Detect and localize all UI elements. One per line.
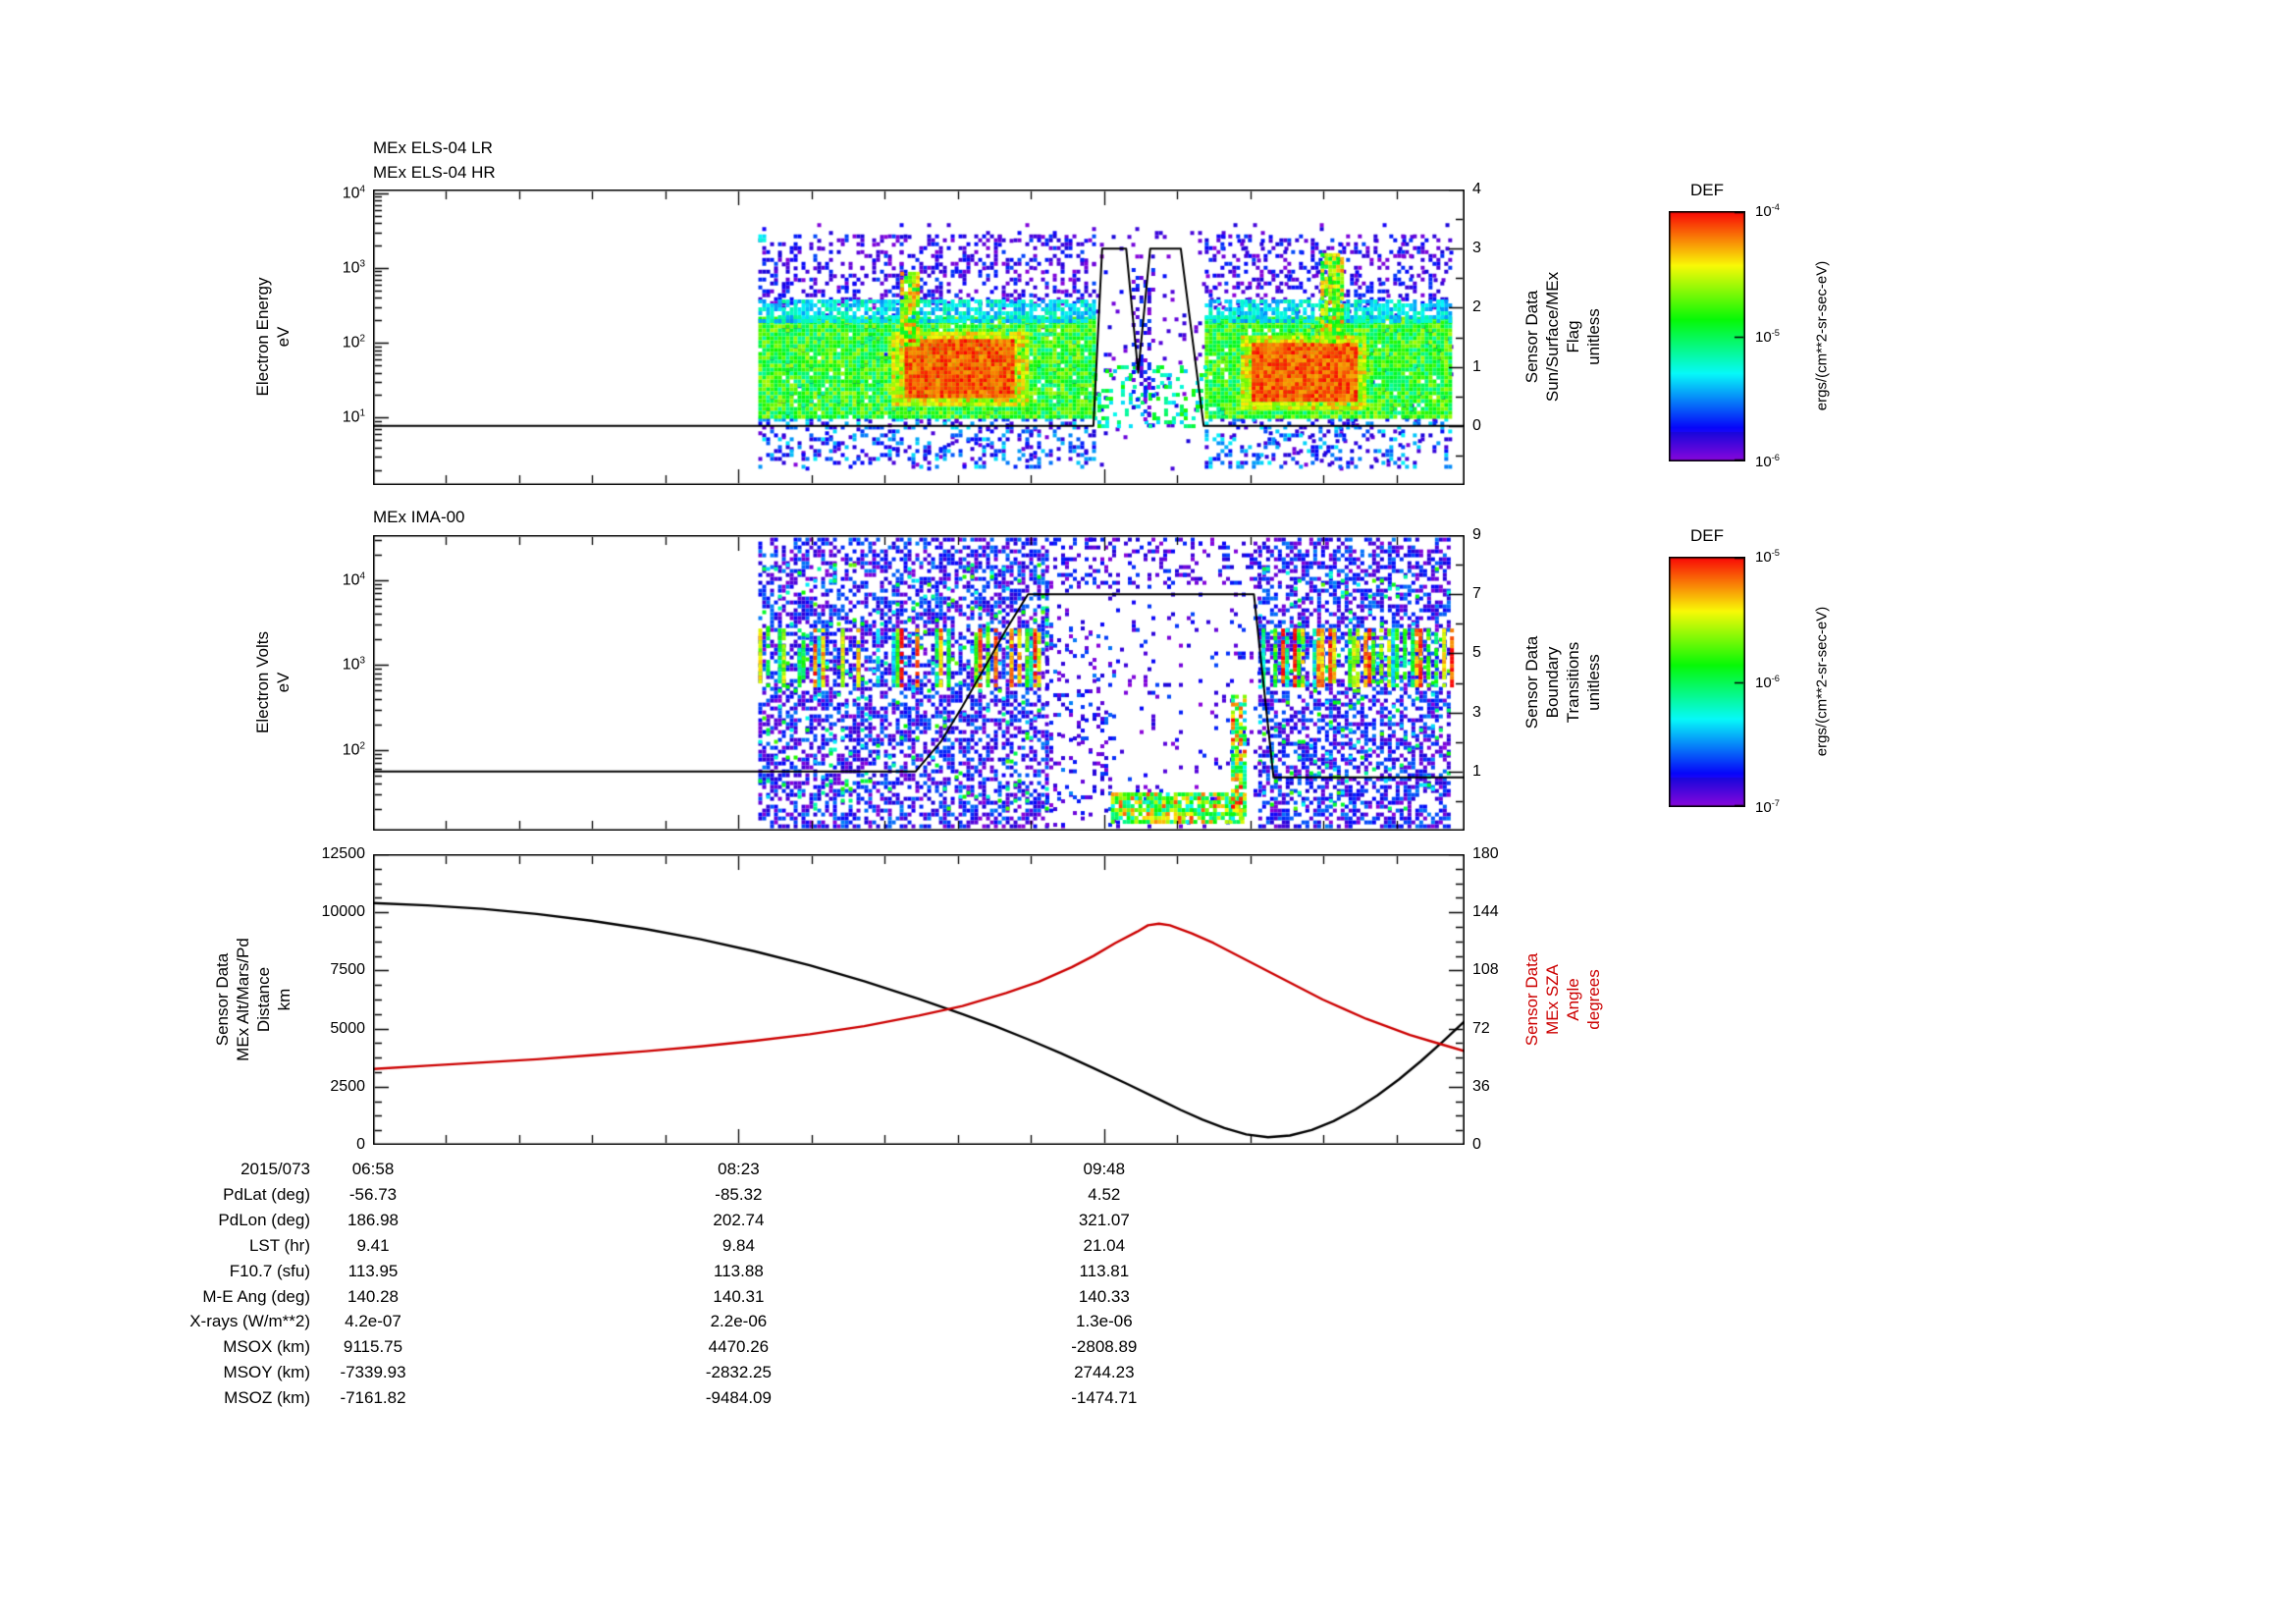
panel3-right-axis-label: Sensor Data MEx SZA Angle degrees xyxy=(1522,952,1603,1047)
y-tick-label: 102 xyxy=(342,740,365,759)
right-axis-tick-label: 1 xyxy=(1472,357,1481,375)
table-value: 2.2e-06 xyxy=(710,1312,768,1331)
table-value: 06:58 xyxy=(351,1160,395,1178)
colorbar-tick-label: 10-6 xyxy=(1755,453,1780,470)
y-tick-label: 101 xyxy=(342,407,365,427)
table-value: 09:48 xyxy=(1083,1160,1126,1178)
y-tick-label: 2500 xyxy=(330,1077,365,1095)
colorbar2-title: DEF xyxy=(1690,526,1724,545)
table-value: 08:23 xyxy=(718,1160,760,1178)
table-value: 4470.26 xyxy=(708,1337,770,1357)
right-axis-tick-label: 0 xyxy=(1472,1136,1481,1153)
right-axis-tick-label: 5 xyxy=(1472,644,1481,662)
table-value: -7161.82 xyxy=(340,1388,406,1408)
y-tick-label: 10000 xyxy=(321,903,366,921)
y-tick-label: 0 xyxy=(356,1136,365,1153)
els-spectrogram-panel xyxy=(373,189,1465,485)
y-tick-label: 12500 xyxy=(321,845,366,862)
panel2-y-axis-label: Electron Volts eV xyxy=(253,631,293,733)
panel1-y-axis-label: Electron Energy eV xyxy=(253,277,293,397)
right-axis-tick-label: 4 xyxy=(1472,181,1481,197)
right-axis-tick-label: 3 xyxy=(1472,703,1481,721)
colorbar-tick-label: 10-4 xyxy=(1755,202,1780,220)
right-axis-tick-label: 36 xyxy=(1472,1077,1490,1095)
table-value: 321.07 xyxy=(1078,1210,1130,1229)
panel2-right-axis-label: Sensor Data Boundary Transitions unitles… xyxy=(1522,635,1603,730)
table-row-label: PdLat (deg) xyxy=(223,1184,310,1204)
panel1-title-line1: MEx ELS-04 LR xyxy=(373,138,493,157)
table-row-label: F10.7 (sfu) xyxy=(229,1261,310,1280)
table-value: 4.52 xyxy=(1088,1184,1121,1204)
table-value: 202.74 xyxy=(713,1210,765,1229)
table-value: -2808.89 xyxy=(1071,1337,1138,1357)
right-axis-tick-label: 7 xyxy=(1472,585,1481,603)
table-value: 113.81 xyxy=(1079,1261,1130,1280)
table-row-label: MSOZ (km) xyxy=(224,1388,310,1408)
table-value: 113.88 xyxy=(714,1261,764,1280)
table-row-label: MSOY (km) xyxy=(223,1363,310,1382)
table-value: 113.95 xyxy=(347,1261,399,1280)
y-tick-label: 103 xyxy=(342,258,365,277)
colorbar-tick-label: 10-7 xyxy=(1755,798,1780,816)
colorbar-tick-label: 10-5 xyxy=(1755,327,1780,346)
right-axis-tick-label: 72 xyxy=(1472,1019,1490,1037)
y-tick-label: 102 xyxy=(342,333,365,352)
panel1-right-axis-label: Sensor Data Sun/Surface/MEx Flag unitles… xyxy=(1522,271,1603,403)
table-row-label: PdLon (deg) xyxy=(218,1210,310,1229)
table-value: 4.2e-07 xyxy=(345,1312,401,1331)
table-value: 2744.23 xyxy=(1074,1363,1135,1382)
ima-colorbar xyxy=(1669,557,1745,807)
colorbar-tick-label: 10-6 xyxy=(1755,673,1780,691)
y-tick-label: 104 xyxy=(342,184,365,202)
table-value: 21.04 xyxy=(1083,1235,1126,1255)
table-value: 9115.75 xyxy=(343,1337,403,1357)
right-axis-tick-label: 108 xyxy=(1472,961,1499,979)
y-tick-label: 104 xyxy=(342,570,365,589)
table-row-label: LST (hr) xyxy=(248,1235,310,1255)
table-row-label: 2015/073 xyxy=(240,1160,310,1178)
y-tick-label: 7500 xyxy=(330,961,365,979)
colorbar1-units-label: ergs/(cm**2-sr-sec-eV) xyxy=(1813,260,1831,411)
table-value: -9484.09 xyxy=(705,1388,772,1408)
y-tick-label: 103 xyxy=(342,655,365,674)
table-value: -1474.71 xyxy=(1071,1388,1138,1408)
table-value: 186.98 xyxy=(347,1210,399,1229)
panel2-title: MEx IMA-00 xyxy=(373,508,465,526)
right-axis-tick-label: 144 xyxy=(1472,903,1499,921)
right-axis-tick-label: 1 xyxy=(1472,762,1481,780)
table-row-label: MSOX (km) xyxy=(223,1337,310,1357)
panel1-title-line2: MEx ELS-04 HR xyxy=(373,163,496,182)
ephemeris-line-panel xyxy=(373,854,1465,1145)
table-row-label: M-E Ang (deg) xyxy=(202,1286,310,1306)
table-value: 140.31 xyxy=(713,1286,765,1306)
table-value: -85.32 xyxy=(715,1184,763,1204)
right-axis-tick-label: 0 xyxy=(1472,416,1481,434)
colorbar1-title: DEF xyxy=(1690,181,1724,199)
table-value: 140.33 xyxy=(1078,1286,1130,1306)
table-value: -2832.25 xyxy=(705,1363,772,1382)
right-axis-tick-label: 180 xyxy=(1472,845,1499,862)
table-value: 9.41 xyxy=(356,1235,390,1255)
right-axis-tick-label: 9 xyxy=(1472,526,1481,543)
table-value: 1.3e-06 xyxy=(1075,1312,1133,1331)
colorbar-tick-label: 10-5 xyxy=(1755,548,1780,566)
els-colorbar xyxy=(1669,211,1745,461)
table-row-label: X-rays (W/m**2) xyxy=(189,1312,310,1331)
ima-spectrogram-panel xyxy=(373,535,1465,831)
colorbar2-units-label: ergs/(cm**2-sr-sec-eV) xyxy=(1813,606,1831,757)
table-value: -56.73 xyxy=(348,1184,398,1204)
panel3-left-axis-label: Sensor Data MEx Alt/Mars/Pd Distance km xyxy=(213,938,294,1061)
table-value: 140.28 xyxy=(347,1286,399,1306)
right-axis-tick-label: 2 xyxy=(1472,298,1481,316)
table-value: -7339.93 xyxy=(340,1363,406,1382)
table-value: 9.84 xyxy=(721,1235,755,1255)
right-axis-tick-label: 3 xyxy=(1472,240,1481,257)
y-tick-label: 5000 xyxy=(330,1019,365,1037)
